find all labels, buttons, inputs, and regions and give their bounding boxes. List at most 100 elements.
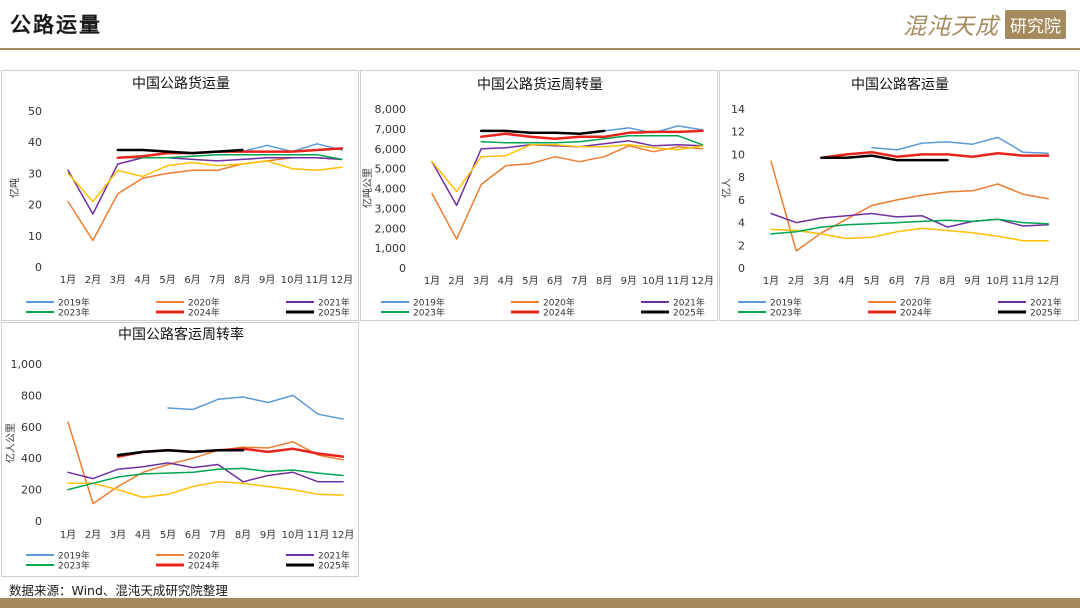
series-line-2022 xyxy=(431,144,704,193)
y-tick-label: 800 xyxy=(21,389,42,402)
x-tick-label: 10月 xyxy=(642,275,665,287)
series-line-2025 xyxy=(820,154,949,162)
series-line-2020 xyxy=(770,160,1049,252)
legend-label: 2019年 xyxy=(770,297,802,309)
y-tick-label: 40 xyxy=(28,136,42,149)
x-tick-label: 4月 xyxy=(498,275,514,287)
x-tick-label: 9月 xyxy=(621,275,637,287)
legend-label: 2019年 xyxy=(58,550,90,562)
x-tick-label: 7月 xyxy=(210,529,226,541)
series-line-2023 xyxy=(117,153,343,161)
y-tick-label: 5,000 xyxy=(375,163,407,176)
series-line-2023 xyxy=(67,467,344,491)
x-tick-label: 1月 xyxy=(60,529,76,541)
x-tick-label: 12月 xyxy=(332,529,355,541)
legend-label: 2019年 xyxy=(58,297,90,309)
x-tick-label: 3月 xyxy=(110,274,126,286)
y-tick-label: 0 xyxy=(738,262,745,275)
header-divider xyxy=(0,48,1080,50)
x-tick-label: 6月 xyxy=(547,275,563,287)
y-tick-label: 30 xyxy=(28,167,42,180)
x-tick-label: 6月 xyxy=(889,275,905,287)
x-tick-label: 2月 xyxy=(85,274,101,286)
y-tick-label: 50 xyxy=(28,105,42,118)
x-tick-label: 6月 xyxy=(185,529,201,541)
series-line-2022 xyxy=(67,160,343,203)
chart-panel-passenger-volume: 中国公路客运量 亿人 0 2 4 6 8 10 12 14 1月 2月 3月 4月 5月 6月 7月 8月 9月 10… xyxy=(719,70,1079,321)
legend-label: 2025年 xyxy=(318,560,350,572)
y-tick-label: 400 xyxy=(21,452,42,465)
y-tick-label: 600 xyxy=(21,421,42,434)
y-tick-label: 0 xyxy=(399,262,406,275)
x-tick-label: 11月 xyxy=(667,275,690,287)
x-tick-label: 7月 xyxy=(209,274,225,286)
series-line-2021 xyxy=(67,157,343,215)
legend-label: 2021年 xyxy=(673,297,705,309)
y-tick-label: 8 xyxy=(738,171,745,184)
x-tick-label: 6月 xyxy=(184,274,200,286)
series-line-2020 xyxy=(67,421,344,505)
x-tick-label: 11月 xyxy=(1012,275,1035,287)
x-tick-label: 8月 xyxy=(234,274,250,286)
legend-label: 2021年 xyxy=(318,297,350,309)
y-tick-label: 1,000 xyxy=(11,358,43,371)
x-tick-label: 5月 xyxy=(159,274,175,286)
chart-panel-freight-volume: 中国公路货运量 亿吨 0 10 20 30 40 50 1月 2月 3月 4月 5月 6月 7月 8月 9月 10… xyxy=(1,70,359,321)
legend-label: 2023年 xyxy=(413,307,445,319)
y-tick-label: 10 xyxy=(28,230,42,243)
x-tick-label: 1月 xyxy=(424,275,440,287)
x-tick-label: 2月 xyxy=(448,275,464,287)
chart-panel-freight-turnover: 中国公路货运周转量 亿吨公里 0 1,000 2,000 3,000 4,000 5,000 6… xyxy=(360,70,718,321)
y-tick-label: 20 xyxy=(28,199,42,212)
x-tick-label: 5月 xyxy=(864,275,880,287)
y-axis-label: 亿人公里 xyxy=(4,423,17,463)
series-line-2023 xyxy=(480,135,704,146)
chart-title: 中国公路货运量 xyxy=(132,75,230,92)
x-tick-label: 1月 xyxy=(60,274,76,286)
x-tick-label: 8月 xyxy=(235,529,251,541)
y-tick-label: 4 xyxy=(738,217,745,230)
y-tick-label: 1,000 xyxy=(375,242,407,255)
y-axis-label: 亿人 xyxy=(720,178,733,198)
legend-label: 2019年 xyxy=(413,297,445,309)
x-tick-label: 7月 xyxy=(914,275,930,287)
logo-seal: 研究院 xyxy=(1005,9,1066,39)
legend-label: 2020年 xyxy=(188,550,220,562)
x-tick-label: 4月 xyxy=(135,529,151,541)
x-tick-label: 2月 xyxy=(788,275,804,287)
x-tick-label: 4月 xyxy=(838,275,854,287)
source-note: 数据来源：Wind、混沌天成研究院整理 xyxy=(9,583,228,598)
chart-title: 中国公路货运周转量 xyxy=(477,76,603,93)
y-axis-label: 亿吨公里 xyxy=(361,168,374,208)
x-tick-label: 9月 xyxy=(259,274,275,286)
x-tick-label: 10月 xyxy=(282,529,305,541)
series-line-2022 xyxy=(67,481,344,499)
series-line-2025 xyxy=(116,449,245,457)
page-title: 公路运量 xyxy=(10,13,102,37)
x-tick-label: 2月 xyxy=(85,529,101,541)
series-line-2025 xyxy=(116,148,244,155)
x-tick-label: 11月 xyxy=(306,274,329,286)
x-tick-label: 3月 xyxy=(110,529,126,541)
y-axis-label: 亿吨 xyxy=(8,178,21,198)
legend-label: 2023年 xyxy=(58,560,90,572)
series-line-2019 xyxy=(871,136,1049,155)
series-line-2019 xyxy=(167,394,344,420)
y-tick-label: 2 xyxy=(738,239,745,252)
y-tick-label: 8,000 xyxy=(375,103,407,116)
logo-text: 混沌天成 xyxy=(903,14,999,40)
y-tick-label: 0 xyxy=(35,261,42,274)
x-tick-label: 10月 xyxy=(986,275,1009,287)
legend-label: 2024年 xyxy=(543,307,575,319)
brand-logo: 混沌天成 研究院 xyxy=(903,8,1066,40)
legend-label: 2021年 xyxy=(1030,297,1062,309)
x-tick-label: 12月 xyxy=(691,275,714,287)
series-line-2021 xyxy=(67,462,344,483)
series-line-2024 xyxy=(479,129,704,141)
series-line-2022 xyxy=(770,227,1049,242)
legend-label: 2025年 xyxy=(318,307,350,319)
y-tick-label: 14 xyxy=(731,103,745,116)
x-tick-label: 12月 xyxy=(1037,275,1060,287)
y-tick-label: 6 xyxy=(738,194,745,207)
